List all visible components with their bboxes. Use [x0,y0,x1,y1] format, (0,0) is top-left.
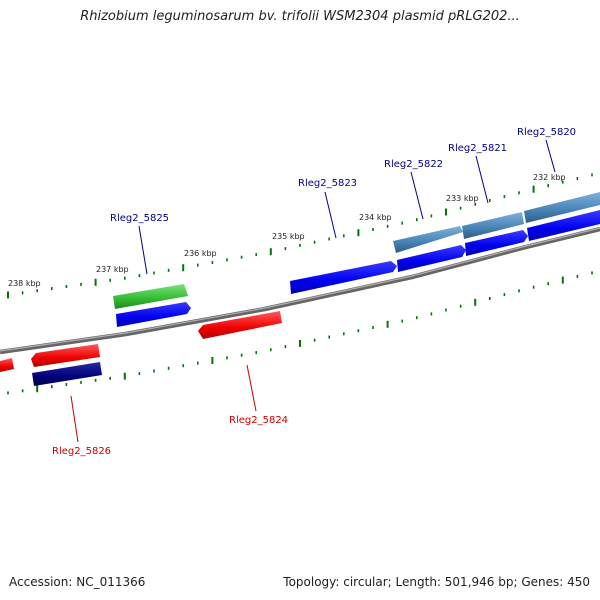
map-title: Rhizobium leguminosarum bv. trifolii WSM… [80,9,520,24]
feature-steel-3[interactable] [524,192,600,223]
kbp-label-236: 236 kbp [184,249,217,258]
accession-text: Accession: NC_011366 [9,575,146,589]
gene-rleg2-5820-arrow[interactable] [527,210,600,241]
leader-rleg2-5822 [410,171,424,220]
kbp-label-233: 233 kbp [446,194,479,203]
topology-summary: Topology: circular; Length: 501,946 bp; … [283,575,590,589]
tick-marks [7,173,593,395]
feature-steel-2[interactable] [462,212,524,239]
gene-left-edge-arrow[interactable] [0,358,14,372]
leader-rleg2-5826 [70,395,79,443]
backbone [0,226,600,355]
feature-steel-1[interactable] [393,226,463,253]
gene-rleg2-5821-arrow[interactable] [465,230,528,256]
gene-rleg2-5826-arrow[interactable] [31,344,100,367]
leader-rleg2-5821 [475,155,489,204]
leader-rleg2-5824 [246,364,257,412]
gene-label-rleg2-5822[interactable]: Rleg2_5822 [384,159,443,170]
gene-label-rleg2-5825[interactable]: Rleg2_5825 [110,213,169,224]
gene-label-rleg2-5821[interactable]: Rleg2_5821 [448,143,507,154]
gene-rleg2-5825-arrow[interactable] [116,302,191,327]
kbp-label-235: 235 kbp [272,232,305,241]
kbp-label-234: 234 kbp [359,213,392,222]
gene-label-rleg2-5823[interactable]: Rleg2_5823 [298,178,357,189]
leader-rleg2-5825 [138,225,148,275]
kbp-label-232: 232 kbp [533,173,566,182]
feature-navy[interactable] [32,362,102,386]
leader-rleg2-5823 [324,191,337,239]
gene-label-rleg2-5826[interactable]: Rleg2_5826 [52,446,111,457]
gene-rleg2-5822-arrow[interactable] [397,245,466,272]
gene-rleg2-5823-arrow[interactable] [290,261,397,294]
leader-rleg2-5820 [545,139,556,173]
kbp-label-237: 237 kbp [96,265,129,274]
gene-label-rleg2-5820[interactable]: Rleg2_5820 [517,127,576,138]
feature-green[interactable] [113,284,188,309]
gene-label-rleg2-5824[interactable]: Rleg2_5824 [229,415,288,426]
gene-rleg2-5824-arrow[interactable] [198,311,282,339]
kbp-label-238: 238 kbp [8,279,41,288]
